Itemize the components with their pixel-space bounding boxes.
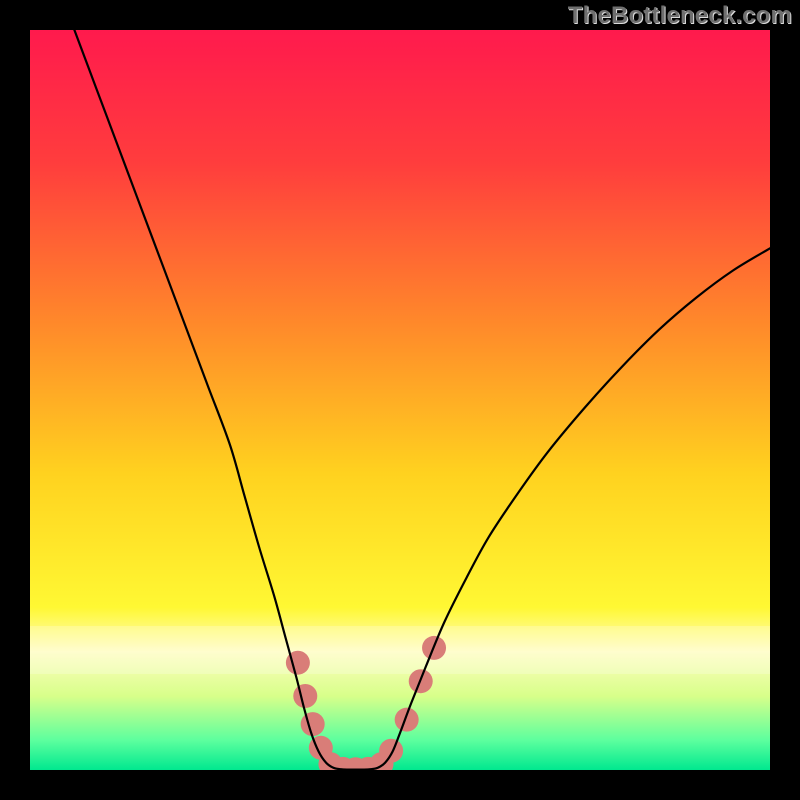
- bottleneck-curve-svg: [0, 0, 800, 800]
- chart-stage: TheBottleneck.com: [0, 0, 800, 800]
- curve-marker: [301, 712, 325, 736]
- curve-marker: [379, 739, 403, 763]
- curve-marker: [293, 684, 317, 708]
- curve-marker: [395, 708, 419, 732]
- bottleneck-curve: [74, 30, 770, 770]
- watermark-label: TheBottleneck.com: [568, 2, 792, 30]
